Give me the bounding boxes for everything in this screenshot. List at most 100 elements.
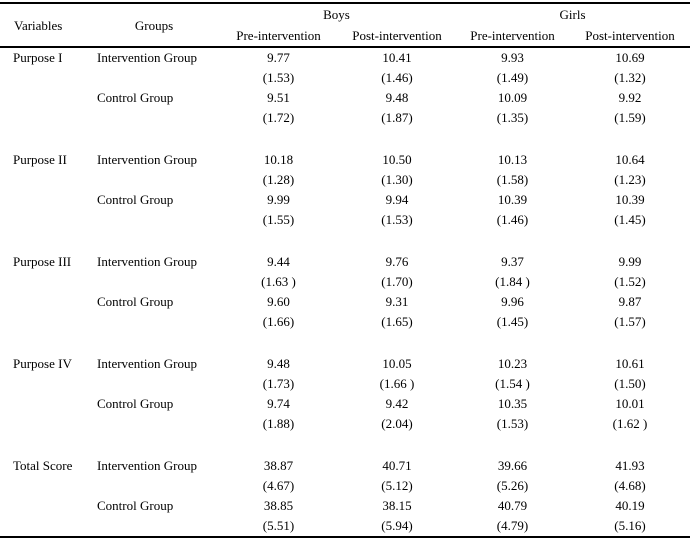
sd-value: (1.87)	[381, 110, 413, 125]
variable-label: Purpose II	[13, 152, 67, 167]
mean-value: 9.37	[501, 254, 524, 269]
mean-value: 10.05	[382, 356, 412, 371]
variable-empty	[0, 394, 90, 414]
mean-value: 9.74	[267, 396, 290, 411]
sd-value: (5.26)	[496, 478, 529, 493]
header-girls: Girls	[559, 7, 586, 22]
header-boys-pre: Pre-intervention	[236, 28, 321, 43]
table-row: Control Group 9.51 9.48 10.09 9.92	[0, 88, 690, 108]
group-empty	[90, 210, 218, 230]
mean-value: 9.96	[501, 294, 524, 309]
mean-value: 10.39	[497, 192, 528, 207]
group-empty	[90, 374, 218, 394]
group-empty	[90, 516, 218, 537]
sd-value: (1.46)	[496, 212, 529, 227]
mean-value: 9.42	[385, 396, 409, 411]
group-empty	[90, 312, 218, 332]
variable-empty	[0, 68, 90, 88]
group-label: Intervention Group	[97, 458, 198, 473]
sd-value: (1.49)	[496, 70, 529, 85]
table-row: Total Score Intervention Group 38.87 40.71 3…	[0, 456, 690, 476]
variable-empty	[0, 272, 90, 292]
mean-value: 9.94	[385, 192, 409, 207]
variable-empty	[0, 414, 90, 434]
table-row: (5.51) (5.94) (4.79) (5.16)	[0, 516, 690, 537]
mean-value: 38.15	[382, 498, 412, 513]
mean-value: 10.18	[263, 152, 294, 167]
sd-value: (5.12)	[381, 478, 413, 493]
spacer-cell	[0, 434, 690, 456]
mean-value: 9.77	[267, 50, 290, 65]
variable-empty	[0, 88, 90, 108]
mean-value: 10.35	[497, 396, 528, 411]
group-label: Intervention Group	[97, 152, 198, 167]
table-row: (1.66) (1.65) (1.45) (1.57)	[0, 312, 690, 332]
mean-value: 10.23	[497, 356, 528, 371]
header-girls-pre: Pre-intervention	[470, 28, 555, 43]
mean-value: 38.87	[263, 458, 294, 473]
sd-value: (1.46)	[381, 70, 413, 85]
sd-value: (1.53)	[496, 416, 529, 431]
variable-empty	[0, 476, 90, 496]
sd-value: (1.62 )	[612, 416, 648, 431]
sd-value: (5.51)	[262, 518, 295, 533]
table-header: Variables Groups Boys Girls Pre-interven…	[0, 3, 690, 47]
variable-empty	[0, 516, 90, 537]
group-empty	[90, 414, 218, 434]
block-spacer	[0, 230, 690, 252]
group-empty	[90, 170, 218, 190]
sd-value: (5.16)	[614, 518, 646, 533]
group-empty	[90, 272, 218, 292]
mean-value: 9.51	[267, 90, 290, 105]
mean-value: 40.71	[382, 458, 412, 473]
variable-empty	[0, 292, 90, 312]
sd-value: (1.55)	[262, 212, 295, 227]
group-label: Control Group	[97, 498, 174, 513]
variable-empty	[0, 170, 90, 190]
sd-value: (1.70)	[381, 274, 413, 289]
header-boys-post: Post-intervention	[352, 28, 442, 43]
mean-value: 9.76	[385, 254, 409, 269]
sd-value: (1.45)	[496, 314, 529, 329]
mean-value: 10.09	[497, 90, 528, 105]
sd-value: (4.68)	[614, 478, 646, 493]
sd-value: (1.54 )	[495, 376, 530, 391]
variable-label: Total Score	[13, 458, 73, 473]
sd-value: (1.57)	[614, 314, 646, 329]
mean-value: 10.50	[382, 152, 412, 167]
header-variables: Variables	[14, 17, 63, 33]
mean-value: 9.60	[267, 294, 290, 309]
sd-value: (4.67)	[262, 478, 295, 493]
sd-value: (1.66)	[262, 314, 295, 329]
variable-empty	[0, 210, 90, 230]
variable-empty	[0, 374, 90, 394]
table-row: (1.55) (1.53) (1.46) (1.45)	[0, 210, 690, 230]
mean-value: 9.99	[618, 254, 642, 269]
sd-value: (1.35)	[496, 110, 529, 125]
mean-value: 10.13	[497, 152, 528, 167]
mean-value: 41.93	[615, 458, 645, 473]
group-label: Control Group	[97, 192, 174, 207]
group-label: Control Group	[97, 294, 174, 309]
sd-value: (1.28)	[262, 172, 295, 187]
group-label: Intervention Group	[97, 254, 198, 269]
table-row: Control Group 9.74 9.42 10.35 10.01	[0, 394, 690, 414]
table-row: (1.28) (1.30) (1.58) (1.23)	[0, 170, 690, 190]
sd-value: (4.79)	[496, 518, 529, 533]
table-row: Control Group 38.85 38.15 40.79 40.19	[0, 496, 690, 516]
sd-value: (1.30)	[381, 172, 413, 187]
table-container: Variables Groups Boys Girls Pre-interven…	[0, 2, 690, 538]
mean-value: 9.92	[618, 90, 642, 105]
header-groups: Groups	[134, 17, 174, 33]
mean-value: 10.61	[615, 356, 645, 371]
table-row: (4.67) (5.12) (5.26) (4.68)	[0, 476, 690, 496]
group-empty	[90, 476, 218, 496]
sd-value: (1.84 )	[495, 274, 530, 289]
stats-table: Variables Groups Boys Girls Pre-interven…	[0, 2, 690, 538]
header-girls-post: Post-intervention	[585, 28, 675, 43]
group-label: Control Group	[97, 396, 174, 411]
table-row: (1.72) (1.87) (1.35) (1.59)	[0, 108, 690, 128]
table-body: Purpose I Intervention Group 9.77 10.41 9.93…	[0, 47, 690, 537]
table-row: (1.53) (1.46) (1.49) (1.32)	[0, 68, 690, 88]
group-label: Control Group	[97, 90, 174, 105]
